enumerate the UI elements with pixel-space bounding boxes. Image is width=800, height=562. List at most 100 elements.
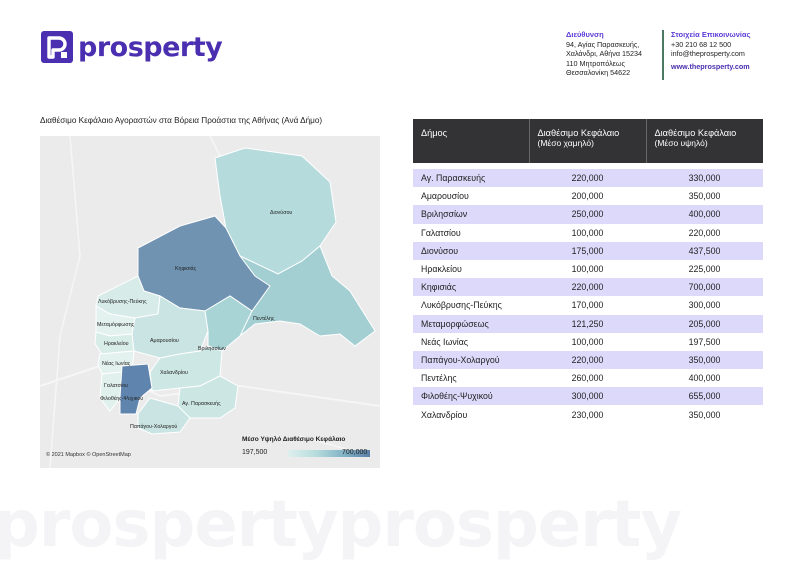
- table-row: Αγ. Παρασκευής 220,000 330,000: [413, 169, 763, 188]
- capital-table: Δήμος Διαθέσιμο Κεφάλαιο (Μέσο χαμηλό) Δ…: [413, 119, 763, 424]
- legend-min: 197,500: [242, 449, 268, 456]
- map-label-dionysos: Διονύσου: [270, 209, 292, 216]
- contact-email[interactable]: info@theprosperty.com: [671, 49, 745, 59]
- cell-name: Πεντέλης: [413, 369, 529, 388]
- cell-low: 121,250: [529, 314, 646, 333]
- header-high: Διαθέσιμο Κεφάλαιο (Μέσο υψηλό): [646, 119, 763, 163]
- cell-name: Χαλανδρίου: [413, 405, 529, 424]
- cell-name: Διονύσου: [413, 241, 529, 260]
- region-galatsi[interactable]: [99, 371, 123, 412]
- header-low: Διαθέσιμο Κεφάλαιο (Μέσο χαμηλό): [529, 119, 647, 163]
- table-row: Φιλοθέης-Ψυχικού 300,000 655,000: [413, 387, 763, 406]
- contact-title: Στοιχεία Επικοινωνίας: [671, 30, 751, 39]
- table-row: Αμαρουσίου 200,000 350,000: [413, 187, 763, 206]
- cell-high: 197,500: [646, 332, 763, 351]
- cell-low: 260,000: [529, 369, 646, 388]
- address-block: Διεύθυνση 94, Αγίας Παρασκευής, Χαλάνδρι…: [566, 30, 658, 78]
- cell-high: 205,000: [646, 314, 763, 333]
- cell-high: 350,000: [646, 405, 763, 424]
- region-filothei[interactable]: [119, 363, 153, 415]
- cell-name: Γαλατσίου: [413, 223, 529, 242]
- cell-high: 437,500: [646, 241, 763, 260]
- map-label-ag-paraskevi: Αγ. Παρασκευής: [182, 400, 221, 407]
- choropleth-map[interactable]: Διονύσου Κηφισιάς Πεντέλης Λυκόβρυσης-Πε…: [40, 136, 380, 468]
- map-svg: Διονύσου Κηφισιάς Πεντέλης Λυκόβρυσης-Πε…: [40, 136, 380, 468]
- cell-low: 100,000: [529, 259, 646, 279]
- cell-name: Παπάγου-Χολαργού: [413, 350, 529, 370]
- header-municipality: Δήμος: [413, 119, 530, 163]
- cell-high: 220,000: [646, 223, 763, 242]
- table-row: Λυκόβρυσης-Πεύκης 170,000 300,000: [413, 296, 763, 315]
- cell-name: Λυκόβρυσης-Πεύκης: [413, 296, 529, 315]
- cell-name: Φιλοθέης-Ψυχικού: [413, 387, 529, 406]
- table-row: Χαλανδρίου 230,000 350,000: [413, 405, 763, 424]
- cell-name: Ηρακλείου: [413, 259, 529, 279]
- map-label-chalandri: Χαλανδρίου: [160, 370, 188, 376]
- cell-name: Βριλησσίων: [413, 205, 529, 224]
- table-row: Μεταμορφώσεως 121,250 205,000: [413, 314, 763, 333]
- contact-block: Στοιχεία Επικοινωνίας +30 210 68 12 500 …: [671, 30, 781, 71]
- address-line: Θεσσαλονίκη 54622: [566, 68, 631, 78]
- cell-low: 100,000: [529, 332, 646, 351]
- logo-mark-icon: [41, 31, 73, 63]
- cell-low: 300,000: [529, 387, 646, 406]
- table-row: Γαλατσίου 100,000 220,000: [413, 223, 763, 242]
- cell-low: 250,000: [529, 205, 646, 224]
- cell-name: Αγ. Παρασκευής: [413, 169, 529, 188]
- brand-logo[interactable]: prosperty: [40, 30, 223, 64]
- map-label-amarousio: Αμαρουσίου: [150, 338, 179, 344]
- map-label-lykovrysi: Λυκόβρυσης-Πεύκης: [98, 298, 147, 305]
- header-low-sub: (Μέσο χαμηλό): [537, 138, 595, 148]
- map-credit[interactable]: © 2021 Mapbox © OpenStreetMap: [46, 452, 131, 458]
- cell-low: 100,000: [529, 223, 646, 242]
- map-label-irakleio: Ηρακλείου: [104, 341, 129, 347]
- cell-low: 220,000: [529, 350, 646, 370]
- map-label-metamorfosi: Μεταμόρφωσης: [97, 321, 135, 328]
- table-row: Παπάγου-Χολαργού 220,000 350,000: [413, 350, 763, 370]
- cell-name: Αμαρουσίου: [413, 187, 529, 206]
- table-row: Ηρακλείου 100,000 225,000: [413, 259, 763, 279]
- table-row: Πεντέλης 260,000 400,000: [413, 369, 763, 388]
- legend-max: 700,000: [342, 449, 368, 456]
- cell-name: Μεταμορφώσεως: [413, 314, 529, 333]
- map-label-galatsi: Γαλατσίου: [104, 383, 128, 389]
- address-title: Διεύθυνση: [566, 30, 604, 39]
- map-title: Διαθέσιμο Κεφάλαιο Αγοραστών στα Βόρεια …: [40, 116, 323, 125]
- brand-name: prosperty: [78, 31, 223, 63]
- region-papagou[interactable]: [137, 397, 191, 435]
- cell-high: 655,000: [646, 387, 763, 406]
- address-line: 94, Αγίας Παρασκευής,: [566, 39, 640, 49]
- cell-high: 350,000: [646, 187, 763, 206]
- cell-low: 170,000: [529, 296, 646, 315]
- table-header-row: Δήμος Διαθέσιμο Κεφάλαιο (Μέσο χαμηλό) Δ…: [413, 119, 763, 163]
- cell-low: 200,000: [529, 187, 646, 206]
- contact-phone[interactable]: +30 210 68 12 500: [671, 39, 732, 49]
- table-spacer: [413, 163, 763, 169]
- cell-high: 700,000: [646, 278, 763, 297]
- header-high-title: Διαθέσιμο Κεφάλαιο: [654, 128, 737, 138]
- map-label-papagou: Παπάγου-Χολαργού: [130, 423, 177, 430]
- region-vrilissia[interactable]: [204, 295, 253, 352]
- map-label-filothei: Φιλοθέης-Ψυχικού: [100, 395, 143, 402]
- cell-high: 350,000: [646, 350, 763, 370]
- map-label-nea-ionia: Νέας Ιωνίας: [102, 360, 131, 367]
- region-amarousio[interactable]: [131, 295, 209, 359]
- cell-name: Κηφισιάς: [413, 278, 529, 297]
- address-line: 110 Μητροπόλεως: [566, 58, 625, 68]
- map-label-kifisia: Κηφισιάς: [175, 265, 197, 272]
- cell-low: 220,000: [529, 278, 646, 297]
- table-row: Κηφισιάς 220,000 700,000: [413, 278, 763, 297]
- watermark: prospertyprosperty: [0, 488, 682, 562]
- cell-high: 300,000: [646, 296, 763, 315]
- legend-color-bar: [288, 450, 370, 457]
- cell-low: 175,000: [529, 241, 646, 260]
- cell-high: 330,000: [646, 169, 763, 188]
- header-low-title: Διαθέσιμο Κεφάλαιο: [537, 128, 620, 138]
- contact-website[interactable]: www.theprosperty.com: [671, 61, 750, 71]
- map-label-penteli: Πεντέλης: [253, 315, 275, 322]
- table-row: Νεάς Ιωνίας 100,000 197,500: [413, 332, 763, 351]
- header-divider: [662, 30, 664, 80]
- cell-low: 220,000: [529, 169, 646, 188]
- table-row: Διονύσου 175,000 437,500: [413, 241, 763, 260]
- header-high-sub: (Μέσο υψηλό): [654, 138, 708, 148]
